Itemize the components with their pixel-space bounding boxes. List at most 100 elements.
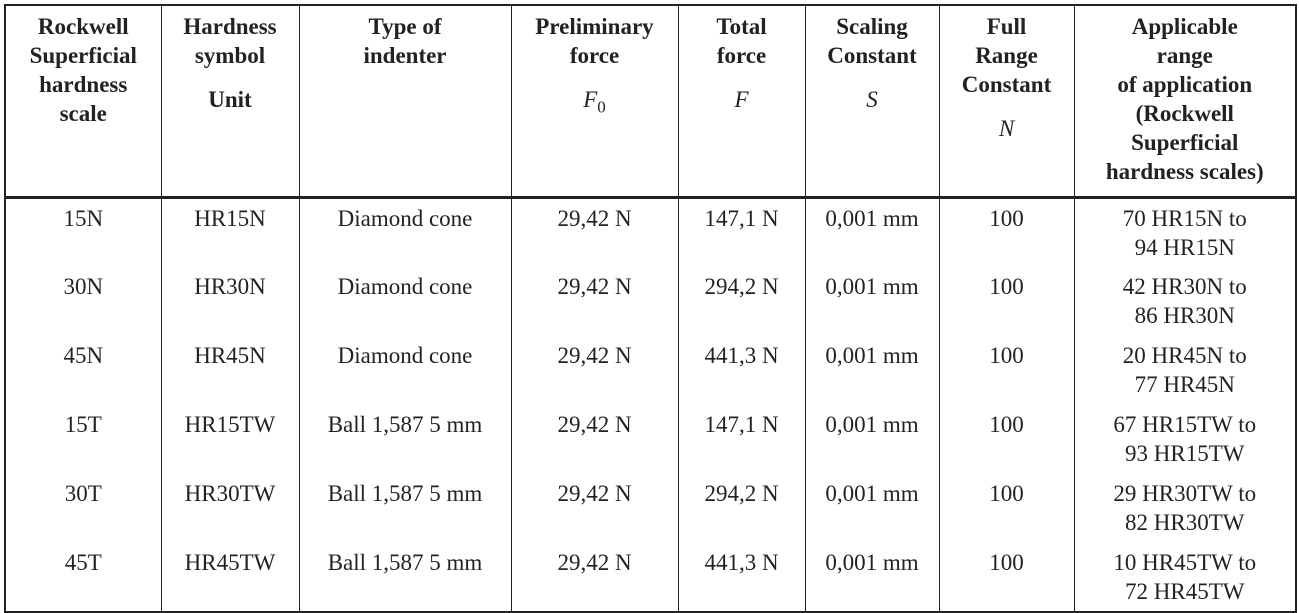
table-cell: 0,001 mm [804, 404, 940, 474]
table-cell: 20 HR45N to 77 HR45N [1073, 335, 1297, 405]
cell-text: 77 HR45N [1134, 371, 1235, 397]
symbol: S [806, 85, 939, 114]
table-cell: 29 HR30TW to 82 HR30TW [1073, 473, 1297, 543]
table-cell: 100 [938, 404, 1075, 474]
symbol-letter: S [866, 87, 878, 112]
header-cell: Total force F [677, 5, 806, 199]
table-cell: 100 [938, 335, 1075, 405]
table-cell: 147,1 N [677, 197, 806, 267]
header-text: Full [986, 14, 1027, 39]
table-cell: 67 HR15TW to 93 HR15TW [1073, 404, 1297, 474]
header-text: Type of [368, 14, 442, 39]
table-cell: 29,42 N [510, 197, 679, 267]
header-text: (Rockwell [1135, 101, 1234, 126]
cell-text: 70 HR15N to [1122, 206, 1247, 231]
table-cell: 30N [4, 266, 162, 336]
table-cell: 100 [938, 542, 1075, 612]
symbol-letter: F [734, 87, 749, 112]
header-text: Constant [961, 72, 1052, 97]
header-cell: Scaling Constant S [804, 5, 940, 199]
table-row: 45T HR45TW Ball 1,587 5 mm 29,42 N 441,3 N 0,… [4, 542, 1297, 612]
table-cell: Ball 1,587 5 mm [298, 404, 512, 474]
cell-text: 42 HR30N to [1122, 273, 1247, 299]
table-cell: 100 [938, 266, 1075, 336]
header-text: Hardness [183, 14, 277, 39]
table-cell: 147,1 N [677, 404, 806, 474]
header-cell: Preliminary force F0 [510, 5, 679, 199]
symbol: F [679, 85, 805, 114]
header-text: Superficial [1131, 130, 1239, 155]
table-cell: Diamond cone [298, 266, 512, 336]
table-cell: 0,001 mm [804, 335, 940, 405]
table-cell: 45N [4, 335, 162, 405]
header-text: hardness scales) [1105, 159, 1264, 184]
cell-text: 93 HR15TW [1125, 440, 1245, 466]
header-text: indenter [363, 43, 447, 68]
header-text: Preliminary [535, 14, 654, 39]
table-cell: 0,001 mm [804, 197, 940, 267]
table-cell: 45T [4, 542, 162, 612]
table-cell: 294,2 N [677, 473, 806, 543]
header-cell: Full Range Constant N [938, 5, 1075, 199]
symbol-letter: N [998, 116, 1015, 141]
header-cell: Hardness symbol Unit [160, 5, 300, 199]
table-cell: 0,001 mm [804, 473, 940, 543]
header-text: Superficial [29, 43, 137, 68]
table-cell: 29,42 N [510, 335, 679, 405]
table-cell: HR15N [160, 197, 300, 267]
symbol-letter: F [583, 87, 598, 112]
table-cell: 29,42 N [510, 404, 679, 474]
header-text: Applicable [1131, 14, 1238, 39]
table-cell: 294,2 N [677, 266, 806, 336]
unit-label: Unit [208, 87, 252, 112]
header-cell: Applicable range of application (Rockwell Su… [1073, 5, 1297, 199]
table-cell: HR45N [160, 335, 300, 405]
table-body: 15N HR15N Diamond cone 29,42 N 147,1 N 0,001 … [4, 197, 1297, 612]
table-cell: HR30TW [160, 473, 300, 543]
header-text: Total [716, 14, 767, 39]
header-cell: Rockwell Superficial hardness scale [4, 5, 162, 199]
table-cell: 30T [4, 473, 162, 543]
table-cell: 100 [938, 473, 1075, 543]
cell-text: 10 HR45TW to [1113, 549, 1257, 575]
symbol: N [940, 114, 1074, 143]
table-cell: 29,42 N [510, 266, 679, 336]
table-cell: 29,42 N [510, 473, 679, 543]
header-text: Rockwell [37, 14, 129, 39]
cell-text: 86 HR30N [1134, 302, 1235, 328]
header-text: force [716, 43, 767, 68]
symbol: F0 [512, 85, 678, 122]
header-text: range [1156, 43, 1213, 68]
table-cell: 441,3 N [677, 335, 806, 405]
cell-text: 72 HR45TW [1125, 578, 1245, 604]
cell-text: 29 HR30TW to [1113, 480, 1257, 506]
cell-text: 20 HR45N to [1122, 342, 1247, 368]
header-text: Scaling [836, 14, 908, 39]
header-text: hardness [39, 72, 128, 97]
table-cell: 15T [4, 404, 162, 474]
table-cell: 10 HR45TW to 72 HR45TW [1073, 542, 1297, 612]
hardness-table: Rockwell Superficial hardness scale Hardness… [4, 4, 1297, 613]
table-row: 15T HR15TW Ball 1,587 5 mm 29,42 N 147,1 N 0,… [4, 404, 1297, 474]
table-cell: 0,001 mm [804, 266, 940, 336]
header-cell: Type of indenter [298, 5, 512, 199]
table-row: 30N HR30N Diamond cone 29,42 N 294,2 N 0,001 … [4, 266, 1297, 336]
table-cell: Diamond cone [298, 197, 512, 267]
table-cell: Ball 1,587 5 mm [298, 473, 512, 543]
table-cell: 441,3 N [677, 542, 806, 612]
table-cell: 29,42 N [510, 542, 679, 612]
table-cell: HR15TW [160, 404, 300, 474]
header-text: force [569, 43, 620, 68]
header-row: Rockwell Superficial hardness scale Hardness… [4, 5, 1297, 199]
header-text: scale [59, 101, 107, 126]
table-row: 15N HR15N Diamond cone 29,42 N 147,1 N 0,001 … [4, 197, 1297, 267]
table-row: 45N HR45N Diamond cone 29,42 N 441,3 N 0,001 … [4, 335, 1297, 405]
header-text: Range [975, 43, 1038, 68]
cell-text: 67 HR15TW to [1113, 411, 1257, 437]
table-cell: 70 HR15N to 94 HR15N [1073, 197, 1297, 267]
table-cell: HR45TW [160, 542, 300, 612]
table-cell: 0,001 mm [804, 542, 940, 612]
header-text: symbol [194, 43, 266, 68]
table-cell: Ball 1,587 5 mm [298, 542, 512, 612]
